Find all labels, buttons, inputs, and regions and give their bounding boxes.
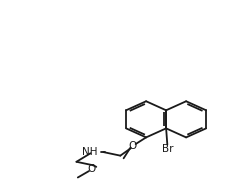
Text: O: O [87, 164, 95, 174]
Text: Br: Br [162, 144, 173, 154]
Text: NH: NH [82, 147, 97, 157]
Text: O: O [129, 141, 137, 151]
